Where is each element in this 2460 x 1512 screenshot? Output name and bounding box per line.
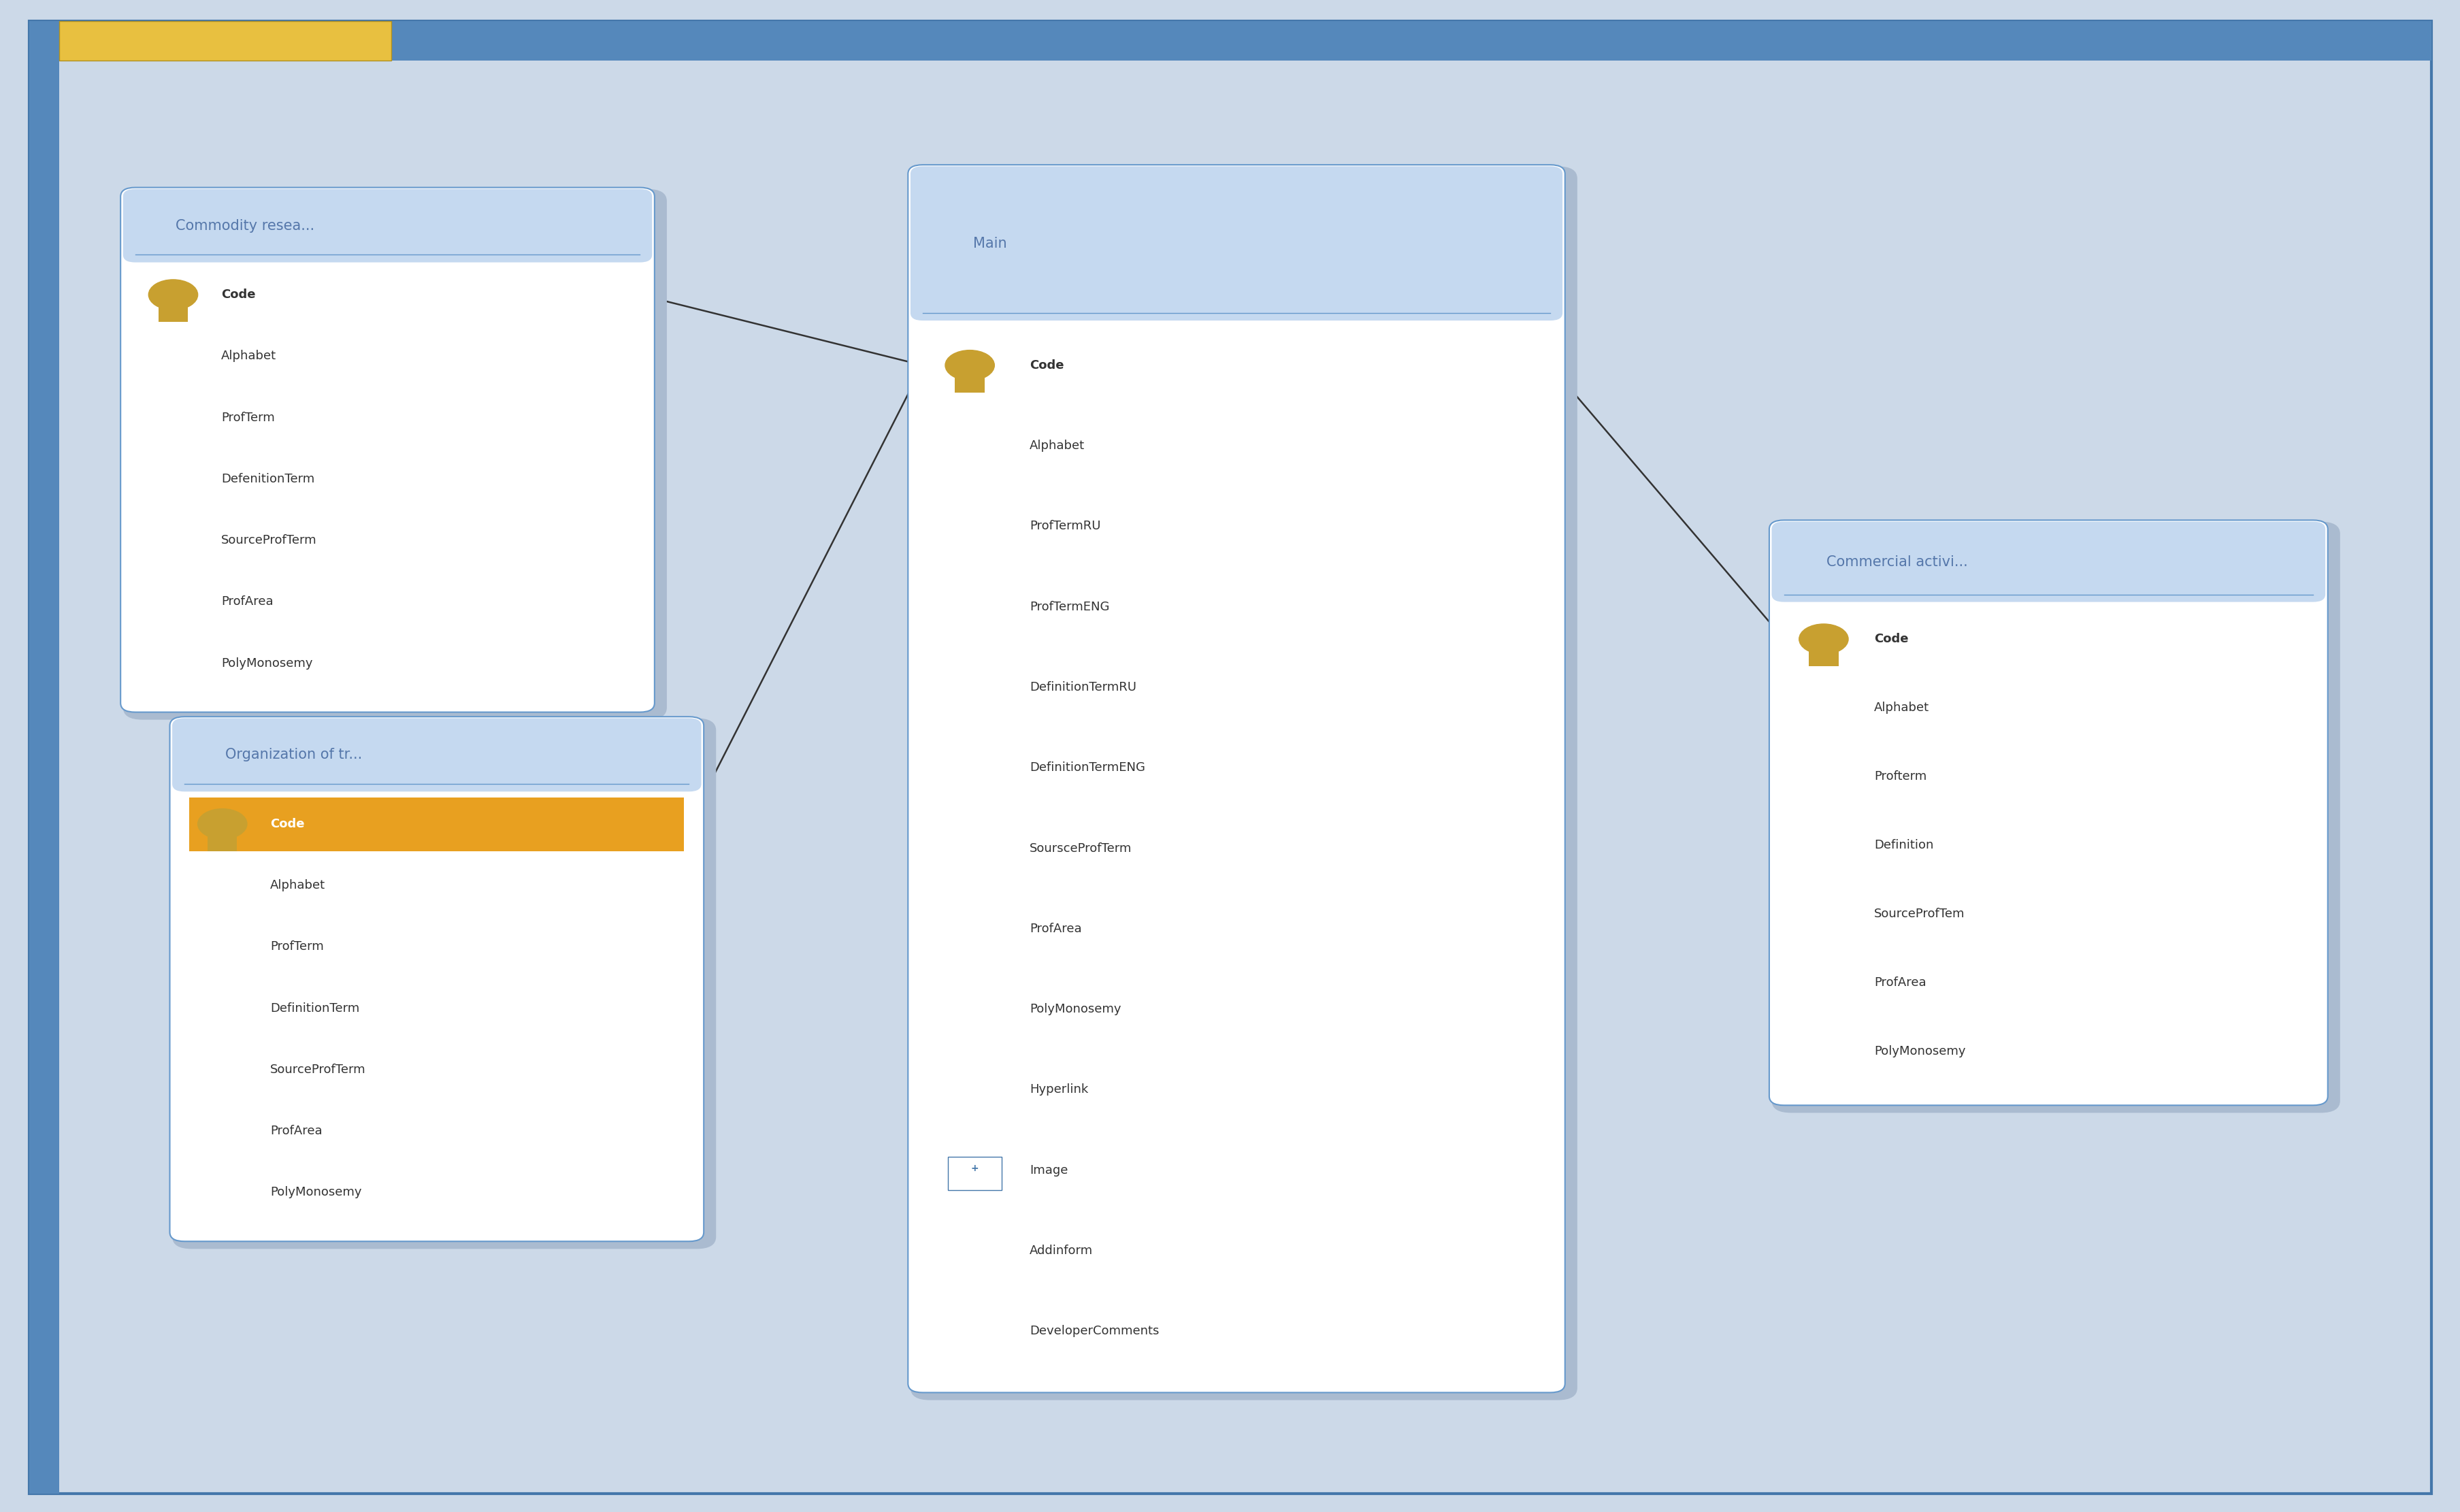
FancyBboxPatch shape: [207, 836, 236, 851]
Text: ProfTerm: ProfTerm: [271, 940, 325, 953]
Text: SoursceProfTerm: SoursceProfTerm: [1028, 842, 1132, 854]
Text: Code: Code: [1875, 634, 1909, 646]
FancyBboxPatch shape: [189, 797, 684, 851]
Text: Code: Code: [271, 818, 305, 830]
FancyBboxPatch shape: [910, 166, 1562, 321]
Text: Definition: Definition: [1875, 839, 1934, 851]
Circle shape: [945, 351, 994, 381]
FancyBboxPatch shape: [30, 21, 2430, 60]
FancyBboxPatch shape: [30, 21, 2430, 1494]
FancyBboxPatch shape: [1808, 652, 1838, 667]
Text: Addinform: Addinform: [1028, 1244, 1092, 1256]
Circle shape: [1798, 624, 1847, 655]
Text: DefinitionTermENG: DefinitionTermENG: [1028, 762, 1144, 774]
Text: ProfTerm: ProfTerm: [221, 411, 276, 423]
Text: +: +: [972, 1164, 979, 1173]
FancyBboxPatch shape: [157, 307, 187, 322]
FancyBboxPatch shape: [908, 165, 1565, 1393]
Text: PolyMonosemy: PolyMonosemy: [1875, 1045, 1966, 1057]
FancyBboxPatch shape: [170, 717, 704, 1241]
FancyBboxPatch shape: [59, 21, 391, 60]
Text: DefinitionTermRU: DefinitionTermRU: [1028, 680, 1137, 694]
FancyBboxPatch shape: [954, 378, 984, 393]
Text: ProfTermRU: ProfTermRU: [1028, 520, 1100, 532]
Text: Image: Image: [1028, 1164, 1068, 1176]
Text: Organization of tr...: Organization of tr...: [224, 748, 362, 762]
FancyBboxPatch shape: [121, 187, 654, 712]
Circle shape: [148, 280, 197, 310]
Text: Commodity resea...: Commodity resea...: [175, 219, 315, 233]
FancyBboxPatch shape: [172, 718, 701, 792]
Text: ProfTermENG: ProfTermENG: [1028, 600, 1109, 612]
FancyBboxPatch shape: [30, 42, 59, 1494]
Text: Commercial activi...: Commercial activi...: [1825, 555, 1968, 569]
Text: Code: Code: [221, 289, 256, 301]
Text: ProfArea: ProfArea: [221, 596, 273, 608]
Text: Hyperlink: Hyperlink: [1028, 1084, 1087, 1096]
Text: Profterm: Profterm: [1875, 771, 1926, 783]
Text: Main: Main: [972, 236, 1006, 251]
Text: SourceProfTerm: SourceProfTerm: [221, 534, 317, 546]
Text: ProfArea: ProfArea: [1028, 922, 1082, 934]
Text: PolyMonosemy: PolyMonosemy: [221, 658, 312, 670]
FancyBboxPatch shape: [123, 189, 652, 263]
Text: PolyMonosemy: PolyMonosemy: [1028, 1002, 1122, 1016]
Text: Alphabet: Alphabet: [1875, 702, 1929, 714]
Circle shape: [197, 809, 246, 839]
FancyBboxPatch shape: [1769, 520, 2327, 1105]
Text: DefinitionTerm: DefinitionTerm: [271, 1002, 359, 1015]
Text: Alphabet: Alphabet: [221, 349, 276, 363]
Text: ProfArea: ProfArea: [271, 1125, 322, 1137]
Text: Code: Code: [1028, 360, 1063, 372]
FancyBboxPatch shape: [172, 718, 716, 1249]
FancyBboxPatch shape: [1771, 522, 2325, 602]
Text: DefenitionTerm: DefenitionTerm: [221, 473, 315, 485]
Text: SourceProfTem: SourceProfTem: [1875, 907, 1963, 921]
FancyBboxPatch shape: [1771, 522, 2339, 1113]
Text: SourceProfTerm: SourceProfTerm: [271, 1063, 367, 1075]
Text: Alphabet: Alphabet: [1028, 440, 1085, 452]
Text: Alphabet: Alphabet: [271, 878, 325, 892]
FancyBboxPatch shape: [910, 166, 1577, 1400]
Text: PolyMonosemy: PolyMonosemy: [271, 1187, 362, 1199]
FancyBboxPatch shape: [947, 1157, 1001, 1190]
Text: DeveloperComments: DeveloperComments: [1028, 1325, 1159, 1337]
Text: ProfArea: ProfArea: [1875, 977, 1926, 989]
FancyBboxPatch shape: [123, 189, 667, 720]
